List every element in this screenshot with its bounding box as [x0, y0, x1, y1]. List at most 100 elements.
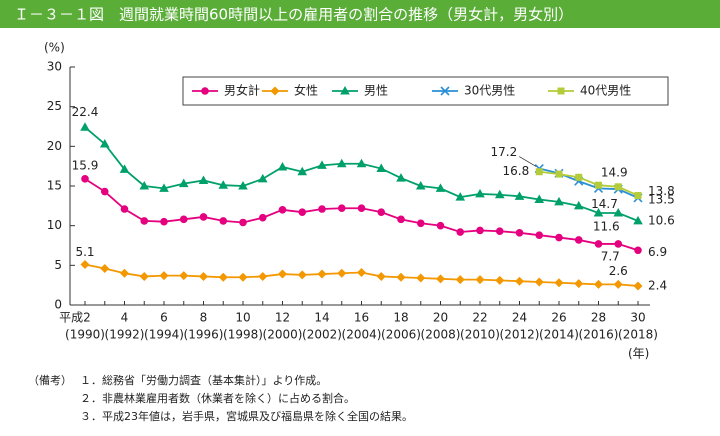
- x-tick-label: 24: [512, 311, 527, 325]
- value-label: 14.7: [591, 197, 618, 211]
- marker: [337, 204, 346, 213]
- marker: [515, 229, 524, 237]
- marker: [554, 278, 564, 288]
- x-year-label: (2002): [302, 328, 342, 342]
- marker: [218, 180, 229, 189]
- x-tick-label: 6: [160, 311, 168, 325]
- legend-label: 男性: [364, 84, 388, 98]
- marker: [475, 275, 485, 285]
- legend-label: 男女計: [224, 83, 260, 98]
- marker: [336, 158, 347, 168]
- y-tick-label: 0: [54, 298, 62, 312]
- value-label: 15.9: [72, 158, 99, 172]
- x-tick-label: 30: [630, 311, 645, 325]
- marker: [633, 215, 643, 225]
- legend-label: 30代男性: [464, 84, 515, 98]
- marker: [179, 215, 188, 224]
- x-year-label: (2018): [618, 328, 658, 342]
- marker: [198, 175, 209, 184]
- marker: [80, 260, 90, 270]
- marker: [218, 272, 228, 282]
- x-year-label: (2008): [421, 328, 461, 342]
- series-line: [84, 178, 639, 252]
- marker: [298, 208, 307, 216]
- marker: [140, 217, 149, 225]
- x-tick-label: 10: [235, 311, 250, 325]
- leader-line: [519, 156, 537, 167]
- legend-label: 女性: [294, 83, 318, 98]
- x-unit: (年): [628, 347, 649, 361]
- marker: [535, 168, 543, 176]
- value-label: 17.2: [491, 145, 518, 159]
- x-year-label: (2012): [500, 328, 540, 342]
- y-tick-label: 20: [47, 139, 62, 153]
- value-label: 13.8: [648, 184, 675, 198]
- x-tick-label: 平成2: [59, 311, 91, 325]
- marker: [178, 178, 189, 188]
- marker: [199, 271, 208, 281]
- value-label: 10.6: [648, 213, 675, 227]
- value-label: 11.6: [593, 219, 620, 233]
- x-tick-label: 16: [354, 311, 369, 325]
- value-label: 22.4: [72, 105, 99, 119]
- marker: [557, 87, 565, 95]
- marker: [257, 173, 268, 183]
- marker: [81, 175, 89, 183]
- marker: [634, 246, 642, 255]
- marker: [278, 269, 287, 279]
- value-label: 16.8: [503, 164, 530, 178]
- x-year-label: (1994): [144, 328, 184, 342]
- x-tick-label: 22: [472, 311, 487, 325]
- x-year-label: (1996): [184, 328, 224, 342]
- marker: [515, 276, 524, 286]
- marker: [270, 86, 280, 96]
- marker: [495, 227, 504, 236]
- marker: [120, 268, 129, 278]
- marker: [495, 275, 505, 285]
- x-tick-label: 20: [433, 311, 448, 325]
- marker: [377, 208, 386, 216]
- marker: [594, 279, 603, 289]
- marker: [297, 270, 307, 280]
- x-year-label: (2014): [539, 328, 579, 342]
- y-unit: (%): [44, 41, 65, 55]
- marker: [317, 269, 327, 279]
- marker: [575, 173, 583, 181]
- marker: [337, 268, 347, 278]
- marker: [357, 267, 366, 277]
- marker: [278, 206, 287, 214]
- marker: [277, 161, 288, 171]
- marker: [554, 196, 564, 206]
- x-tick-label: 4: [121, 311, 129, 325]
- value-label: 2.4: [648, 278, 667, 292]
- x-year-label: (2006): [381, 328, 421, 342]
- marker: [139, 271, 149, 281]
- marker: [179, 271, 189, 281]
- marker: [574, 279, 584, 289]
- marker: [440, 86, 450, 96]
- marker: [416, 273, 426, 283]
- marker: [201, 87, 209, 95]
- marker: [594, 240, 603, 248]
- y-tick-label: 30: [47, 60, 62, 74]
- marker: [435, 183, 446, 192]
- x-year-label: (2016): [579, 328, 619, 342]
- note: １．総務省「労働力調査（基本集計）」より作成。: [80, 373, 327, 387]
- marker: [475, 188, 485, 198]
- marker: [159, 183, 169, 192]
- marker: [139, 181, 150, 190]
- marker: [455, 192, 466, 201]
- marker: [318, 205, 326, 213]
- marker: [614, 183, 622, 191]
- marker: [356, 158, 367, 168]
- marker: [99, 138, 110, 148]
- marker: [555, 233, 563, 242]
- marker: [396, 272, 406, 282]
- marker: [317, 160, 327, 169]
- y-tick-label: 10: [47, 218, 62, 232]
- x-year-label: (2004): [342, 328, 382, 342]
- chart-title: Ｉ－３－１図 週間就業時間60時間以上の雇用者の割合の推移（男女計，男女別）: [14, 6, 573, 24]
- marker: [376, 271, 386, 281]
- marker: [416, 219, 425, 228]
- marker: [357, 204, 366, 213]
